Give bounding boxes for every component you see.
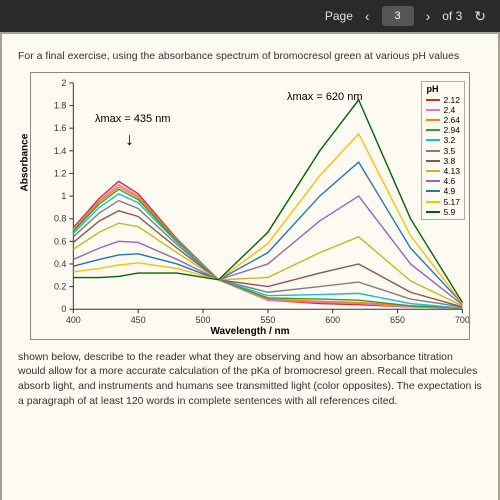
legend-label: 3.5 bbox=[443, 146, 455, 156]
document-viewport: For a final exercise, using the absorban… bbox=[0, 32, 500, 500]
legend-label: 4.13 bbox=[443, 166, 460, 176]
svg-text:650: 650 bbox=[390, 315, 405, 325]
legend-swatch bbox=[426, 119, 440, 121]
legend-label: 5.17 bbox=[443, 197, 460, 207]
legend-item: 4.9 bbox=[426, 186, 460, 196]
svg-text:0: 0 bbox=[61, 304, 66, 314]
legend-label: 2.12 bbox=[443, 95, 460, 105]
legend-item: 5.9 bbox=[426, 207, 460, 217]
svg-text:700: 700 bbox=[455, 315, 469, 325]
svg-text:2: 2 bbox=[61, 78, 66, 88]
legend-item: 3.8 bbox=[426, 156, 460, 166]
caption-bottom: shown below, describe to the reader what… bbox=[18, 350, 482, 409]
legend-swatch bbox=[426, 139, 440, 141]
page-number-input[interactable] bbox=[382, 6, 414, 26]
legend-label: 3.8 bbox=[443, 156, 455, 166]
legend-label: 2.94 bbox=[443, 125, 460, 135]
svg-text:0.6: 0.6 bbox=[54, 236, 66, 246]
annotation-620: λmax = 620 nm bbox=[287, 91, 363, 103]
x-axis-label: Wavelength / nm bbox=[210, 326, 289, 337]
legend-label: 2.64 bbox=[443, 115, 460, 125]
pdf-toolbar: Page ‹ › of 3 ↻ bbox=[0, 0, 500, 32]
svg-text:500: 500 bbox=[196, 315, 211, 325]
chart-legend: pH 2.122.42.642.943.23.53.84.134.64.95.1… bbox=[421, 81, 465, 220]
legend-swatch bbox=[426, 201, 440, 203]
legend-swatch bbox=[426, 160, 440, 162]
legend-swatch bbox=[426, 99, 440, 101]
prev-page-button[interactable]: ‹ bbox=[361, 8, 374, 24]
legend-title: pH bbox=[426, 84, 460, 94]
legend-swatch bbox=[426, 190, 440, 192]
svg-text:1.6: 1.6 bbox=[54, 123, 66, 133]
refresh-button[interactable]: ↻ bbox=[470, 8, 490, 25]
page-total-label: of 3 bbox=[442, 9, 462, 23]
legend-swatch bbox=[426, 180, 440, 182]
legend-swatch bbox=[426, 211, 440, 213]
annotation-435: λmax = 435 nm bbox=[95, 113, 171, 125]
legend-item: 4.6 bbox=[426, 176, 460, 186]
legend-label: 2.4 bbox=[443, 105, 455, 115]
document-page: For a final exercise, using the absorban… bbox=[2, 34, 498, 500]
legend-item: 2.64 bbox=[426, 115, 460, 125]
legend-item: 4.13 bbox=[426, 166, 460, 176]
legend-label: 3.2 bbox=[443, 135, 455, 145]
legend-swatch bbox=[426, 129, 440, 131]
legend-label: 4.9 bbox=[443, 186, 455, 196]
y-axis-label: Absorbance bbox=[20, 133, 31, 191]
svg-text:1: 1 bbox=[61, 191, 66, 201]
legend-item: 3.5 bbox=[426, 146, 460, 156]
svg-text:400: 400 bbox=[66, 315, 81, 325]
legend-swatch bbox=[426, 109, 440, 111]
svg-text:1.8: 1.8 bbox=[54, 100, 66, 110]
arrow-down-icon: ↓ bbox=[125, 129, 134, 150]
next-page-button[interactable]: › bbox=[422, 8, 435, 24]
legend-item: 2.4 bbox=[426, 105, 460, 115]
svg-text:0.2: 0.2 bbox=[54, 281, 66, 291]
svg-text:600: 600 bbox=[325, 315, 340, 325]
legend-item: 2.94 bbox=[426, 125, 460, 135]
svg-text:1.2: 1.2 bbox=[54, 168, 66, 178]
page-label: Page bbox=[325, 9, 353, 23]
caption-top: For a final exercise, using the absorban… bbox=[18, 50, 482, 64]
svg-text:0.8: 0.8 bbox=[54, 213, 66, 223]
svg-text:0.4: 0.4 bbox=[54, 259, 66, 269]
svg-text:550: 550 bbox=[260, 315, 275, 325]
legend-label: 5.9 bbox=[443, 207, 455, 217]
absorbance-chart: 400 450 500 550 600 650 700 0 0.2 0.4 0.6 0.8 1 1.2 1.… bbox=[30, 72, 470, 340]
legend-item: 3.2 bbox=[426, 135, 460, 145]
svg-text:1.4: 1.4 bbox=[54, 145, 66, 155]
legend-item: 5.17 bbox=[426, 197, 460, 207]
legend-swatch bbox=[426, 170, 440, 172]
legend-item: 2.12 bbox=[426, 95, 460, 105]
svg-text:450: 450 bbox=[131, 315, 146, 325]
legend-label: 4.6 bbox=[443, 176, 455, 186]
legend-swatch bbox=[426, 150, 440, 152]
